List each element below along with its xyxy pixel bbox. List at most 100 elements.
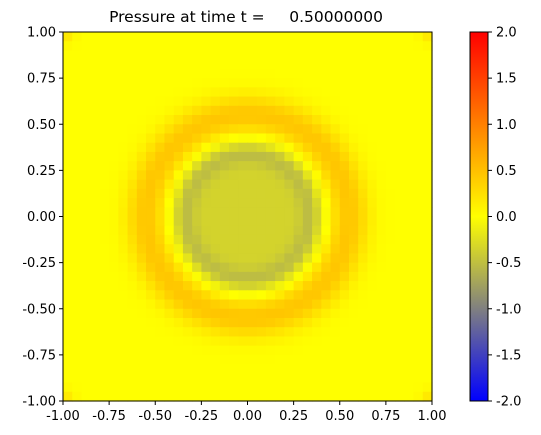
heatmap-cell (90, 345, 101, 356)
heatmap-cell (127, 188, 138, 199)
heatmap-cell (90, 364, 101, 374)
heatmap-cell (182, 262, 193, 273)
heatmap-cell (330, 170, 341, 181)
heatmap-cell (72, 68, 83, 79)
heatmap-cell (265, 225, 276, 236)
heatmap-cell (164, 327, 175, 338)
heatmap-cell (127, 115, 138, 125)
heatmap-cell (229, 225, 239, 236)
x-tick-label: 0.75 (371, 409, 400, 424)
heatmap-cell (99, 68, 110, 79)
heatmap-cell (127, 271, 138, 282)
heatmap-cell (339, 32, 350, 42)
heatmap-cell (376, 317, 387, 328)
heatmap-cell (330, 105, 341, 116)
heatmap-cell (404, 216, 415, 227)
heatmap-cell (210, 216, 221, 227)
heatmap-cell (229, 161, 239, 171)
heatmap-cell (265, 115, 276, 125)
heatmap-cell (164, 96, 175, 107)
heatmap-cell (413, 188, 424, 199)
heatmap-cell (376, 68, 387, 79)
heatmap-cell (229, 262, 239, 273)
heatmap-cell (99, 225, 110, 236)
heatmap-cell (358, 281, 369, 291)
heatmap-cell (413, 336, 424, 347)
heatmap-cell (127, 281, 138, 291)
heatmap-cell (81, 262, 92, 273)
heatmap-cell (63, 382, 73, 393)
heatmap-cell (136, 198, 147, 208)
heatmap-cell (173, 133, 184, 144)
heatmap-cell (339, 290, 350, 301)
heatmap-cell (90, 308, 101, 319)
heatmap-cell (99, 50, 110, 61)
heatmap-cell (413, 262, 424, 273)
heatmap-cell (192, 345, 202, 356)
heatmap-cell (256, 96, 267, 107)
heatmap-cell (201, 364, 212, 374)
heatmap-cell (385, 41, 396, 52)
heatmap-cell (312, 105, 322, 116)
heatmap-cell (404, 308, 415, 319)
heatmap-cell (302, 345, 313, 356)
colorbar (469, 31, 489, 402)
heatmap-cell (81, 87, 92, 98)
heatmap-cell (81, 364, 92, 374)
heatmap-cell (395, 188, 405, 199)
heatmap-cell (63, 281, 73, 291)
heatmap-cell (404, 105, 415, 116)
heatmap-cell (109, 87, 119, 98)
heatmap-cell (376, 345, 387, 356)
heatmap-cell (293, 308, 304, 319)
heatmap-cell (164, 161, 175, 171)
heatmap-cell (164, 87, 175, 98)
heatmap-cell (118, 262, 129, 273)
heatmap-cell (395, 133, 405, 144)
heatmap-cell (358, 216, 369, 227)
heatmap-cell (219, 87, 230, 98)
heatmap-cell (293, 151, 304, 162)
heatmap-cell (90, 115, 101, 125)
heatmap-cell (146, 170, 156, 181)
heatmap-cell (164, 50, 175, 61)
heatmap-cell (229, 253, 239, 264)
heatmap-cell (256, 170, 267, 181)
heatmap-cell (404, 41, 415, 52)
heatmap-cell (275, 133, 285, 144)
x-tick-label: -1.00 (46, 409, 80, 424)
heatmap-cell (330, 317, 341, 328)
heatmap-cell (146, 87, 156, 98)
heatmap-cell (358, 142, 369, 153)
heatmap-cell (312, 234, 322, 245)
heatmap-cell (385, 50, 396, 61)
heatmap-cell (302, 87, 313, 98)
heatmap-cell (330, 96, 341, 107)
heatmap-cell (339, 59, 350, 70)
heatmap-cell (293, 115, 304, 125)
heatmap-cell (155, 32, 166, 42)
heatmap-cell (413, 124, 424, 135)
heatmap-cell (109, 142, 119, 153)
heatmap-cell (385, 133, 396, 144)
heatmap-cell (72, 391, 83, 402)
heatmap-cell (192, 225, 202, 236)
heatmap-cell (155, 207, 166, 218)
heatmap-cell (127, 41, 138, 52)
heatmap-cell (395, 262, 405, 273)
heatmap-cell (339, 142, 350, 153)
heatmap-cell (99, 87, 110, 98)
heatmap-cell (72, 327, 83, 338)
heatmap-cell (72, 161, 83, 171)
heatmap-cell (63, 253, 73, 264)
heatmap-cell (90, 78, 101, 88)
heatmap-cell (422, 281, 433, 291)
heatmap-cell (146, 382, 156, 393)
heatmap-cell (155, 179, 166, 190)
heatmap-cell (155, 290, 166, 301)
heatmap-cell (164, 216, 175, 227)
heatmap-cell (422, 345, 433, 356)
heatmap-cell (201, 179, 212, 190)
heatmap-cell (146, 244, 156, 254)
heatmap-cell (293, 271, 304, 282)
